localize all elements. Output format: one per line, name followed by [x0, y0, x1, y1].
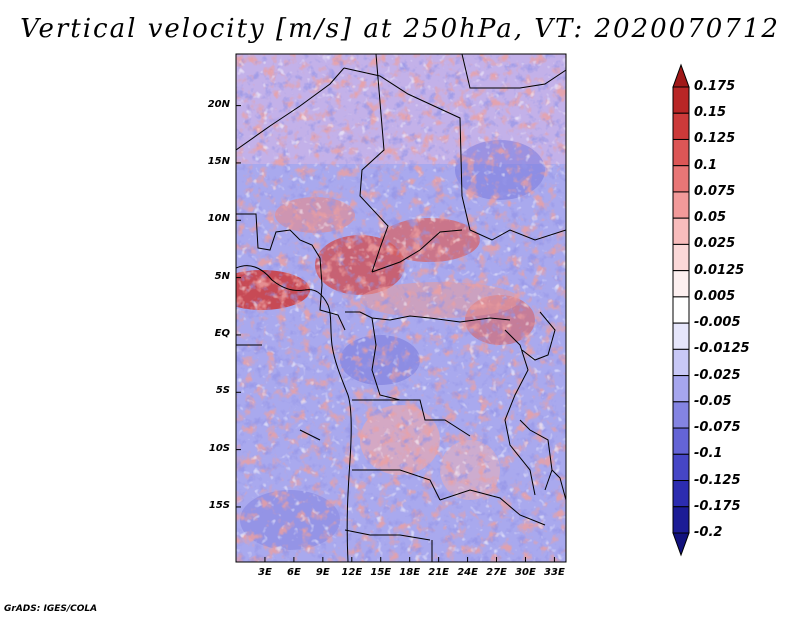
lat-tick-label: EQ	[214, 327, 230, 339]
colorbar-level-label: 0.1	[694, 157, 718, 173]
colorbar-level-label: 0.125	[694, 131, 736, 147]
colorbar-cap-bottom	[672, 532, 690, 557]
lon-tick-label: 27E	[486, 567, 507, 578]
colorbar-swatch	[672, 322, 690, 350]
colorbar-level-label: -0.0125	[694, 341, 750, 357]
colorbar-level-label: 0.075	[694, 183, 736, 199]
colorbar-level-label: -0.1	[694, 446, 723, 462]
velocity-field	[236, 54, 566, 562]
lon-tick-label: 6E	[286, 567, 301, 578]
colorbar-level-label: 0.175	[694, 79, 736, 94]
colorbar-level-label: 0.0125	[694, 262, 745, 278]
colorbar-level-label: -0.125	[694, 472, 741, 488]
axis-ticks	[236, 105, 555, 562]
lon-tick-label: 15E	[370, 567, 392, 578]
lat-tick-label: 15S	[208, 499, 230, 511]
lat-tick-label: 5N	[214, 270, 230, 282]
lon-tick-label: 9E	[315, 567, 330, 578]
colorbar-level-label: -0.025	[694, 367, 741, 383]
grads-credit: GrADS: IGES/COLA	[4, 604, 98, 614]
colorbar-level-label: 0.05	[694, 210, 727, 226]
colorbar-swatch	[672, 191, 690, 219]
colorbar-level-label: -0.175	[694, 498, 741, 514]
colorbar-cap-top	[672, 63, 690, 88]
colorbar-level-label: 0.15	[694, 105, 727, 121]
lat-tick-label: 15N	[207, 155, 230, 167]
chart-title: Vertical velocity [m/s] at 250hPa, VT: 2…	[20, 14, 780, 44]
lat-tick-label: 10N	[207, 213, 230, 225]
colorbar-level-label: -0.075	[694, 420, 741, 436]
colorbar-swatch	[672, 348, 690, 377]
lat-tick-label: 20N	[207, 98, 230, 110]
colorbar-swatch	[672, 506, 690, 534]
colorbar-level-label: -0.05	[694, 393, 732, 409]
colorbar-level-label: -0.005	[694, 315, 741, 331]
colorbar-level-label: 0.005	[694, 288, 736, 304]
colorbar-swatch	[672, 138, 690, 167]
colorbar-swatch	[672, 296, 690, 324]
lat-tick-label: 10S	[208, 442, 230, 454]
colorbar-swatch	[672, 375, 690, 403]
colorbar-swatch	[672, 86, 690, 114]
map-frame	[235, 53, 567, 563]
lon-tick-label: 21E	[428, 567, 449, 578]
colorbar-swatch	[672, 112, 690, 140]
colorbar-swatch	[672, 453, 690, 482]
colorbar-swatch	[672, 427, 690, 455]
lon-tick-label: 12E	[341, 567, 363, 578]
lat-tick-label: 5S	[215, 385, 230, 397]
lon-tick-label: 24E	[457, 567, 478, 578]
colorbar-swatch	[672, 165, 690, 193]
lon-tick-label: 33E	[544, 567, 565, 578]
lon-tick-label: 3E	[258, 567, 272, 578]
colorbar-swatch	[672, 270, 690, 298]
colorbar-swatch	[672, 480, 690, 508]
lon-tick-label: 18E	[399, 567, 421, 578]
lon-tick-label: 30E	[515, 567, 536, 578]
colorbar-swatch	[672, 401, 690, 429]
country-borders	[236, 54, 566, 562]
colorbar-swatch	[672, 217, 690, 245]
colorbar-swatch	[672, 243, 690, 272]
colorbar-level-label: -0.2	[694, 525, 723, 540]
colorbar-level-label: 0.025	[694, 236, 736, 252]
